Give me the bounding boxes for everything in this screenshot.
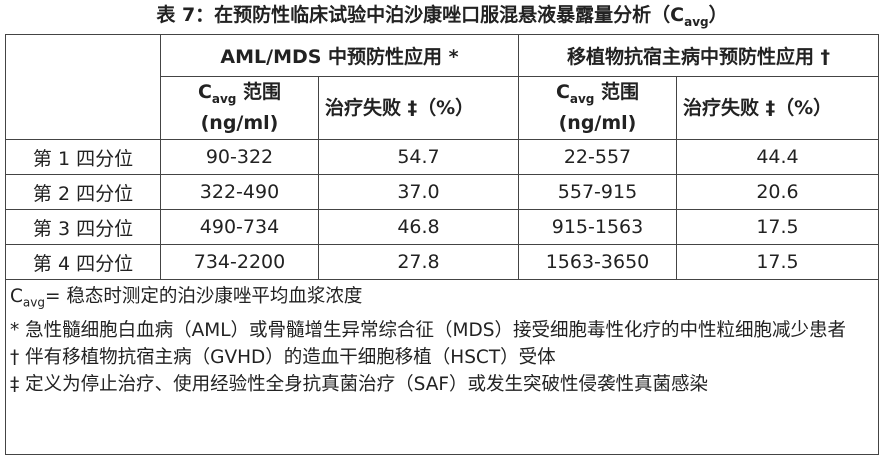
data-row: 第 3 四分位 490-734 46.8 915-1563 17.5 — [5, 209, 879, 245]
subscript: avg — [22, 295, 45, 310]
cell: 22-557 — [518, 139, 677, 175]
cell: 20.6 — [676, 174, 879, 210]
footnote-line: Cavg= 稳态时测定的泊沙康唑平均血浆浓度 — [10, 283, 874, 317]
sub-header: Cavg 范围 (ng/ml) — [160, 76, 319, 140]
unit: (ng/ml) — [558, 112, 637, 135]
unit: (ng/ml) — [200, 112, 279, 135]
sub-header: Cavg 范围 (ng/ml) — [518, 76, 677, 140]
title: 表 7：在预防性临床试验中泊沙康唑口服混悬液暴露量分析（Cavg） — [0, 0, 884, 32]
footnote-row: Cavg= 稳态时测定的泊沙康唑平均血浆浓度 * 急性髓细胞白血病（AML）或骨髓… — [5, 279, 879, 455]
sub-header: 治疗失败 ‡（%） — [676, 76, 879, 140]
row-label: 第 1 四分位 — [5, 139, 161, 175]
title-text: 表 7：在预防性临床试验中泊沙康唑口服混悬液暴露量分析（C — [156, 4, 685, 26]
symbol: C — [555, 80, 570, 103]
label: 范围 — [243, 80, 282, 103]
symbol: C — [10, 286, 23, 307]
label: 治疗失败 ‡（%） — [683, 96, 833, 119]
row-label: 第 2 四分位 — [5, 174, 161, 210]
cell: 17.5 — [676, 209, 879, 245]
cell: 322-490 — [160, 174, 319, 210]
row-label: 第 4 四分位 — [5, 244, 161, 280]
cell: 17.5 — [676, 244, 879, 280]
subscript: avg — [569, 91, 595, 106]
title-close: ） — [708, 4, 728, 26]
table-body: AML/MDS 中预防性应用 * 移植物抗宿主病中预防性应用 † Cavg 范围… — [5, 34, 879, 455]
cell: 44.4 — [676, 139, 879, 175]
group-header: AML/MDS 中预防性应用 * — [160, 34, 519, 77]
footnote-line: ‡ 定义为停止治疗、使用经验性全身抗真菌治疗（SAF）或发生突破性侵袭性真菌感染 — [10, 373, 709, 395]
row-label: 第 3 四分位 — [5, 209, 161, 245]
cell: 557-915 — [518, 174, 677, 210]
cell: 54.7 — [318, 139, 519, 175]
sub-header: 治疗失败 ‡（%） — [318, 76, 519, 140]
data-row: 第 2 四分位 322-490 37.0 557-915 20.6 — [5, 174, 879, 210]
footnote-line: † 伴有移植物抗宿主病（GVHD）的造血干细胞移植（HSCT）受体 — [10, 346, 556, 368]
cell: 1563-3650 — [518, 244, 677, 280]
cell: 46.8 — [318, 209, 519, 245]
group-header: 移植物抗宿主病中预防性应用 † — [518, 34, 879, 77]
cell: 37.0 — [318, 174, 519, 210]
cell: 490-734 — [160, 209, 319, 245]
table: AML/MDS 中预防性应用 * 移植物抗宿主病中预防性应用 † Cavg 范围… — [5, 34, 879, 455]
footnote-line: * 急性髓细胞白血病（AML）或骨髓增生异常综合征（MDS）接受细胞毒性化疗的中… — [10, 319, 847, 341]
sub-header-row: Cavg 范围 (ng/ml) 治疗失败 ‡（%） Cavg 范围 (ng/ml) 治疗失… — [6, 76, 879, 140]
group-header-row: AML/MDS 中预防性应用 * 移植物抗宿主病中预防性应用 † — [5, 34, 879, 140]
cell: 734-2200 — [160, 244, 319, 280]
cell: 915-1563 — [518, 209, 677, 245]
label: 范围 — [601, 80, 640, 103]
empty-corner — [5, 34, 161, 140]
data-row: 第 1 四分位 90-322 54.7 22-557 44.4 — [5, 139, 879, 175]
data-row: 第 4 四分位 734-2200 27.8 1563-3650 17.5 — [5, 244, 879, 280]
cell: 27.8 — [318, 244, 519, 280]
text: = 稳态时测定的泊沙康唑平均血浆浓度 — [45, 286, 363, 307]
footnote: Cavg= 稳态时测定的泊沙康唑平均血浆浓度 * 急性髓细胞白血病（AML）或骨髓… — [5, 279, 879, 455]
title-subscript: avg — [684, 14, 709, 29]
label: 治疗失败 ‡（%） — [325, 96, 475, 119]
cell: 90-322 — [160, 139, 319, 175]
subscript: avg — [211, 91, 237, 106]
symbol: C — [197, 80, 212, 103]
